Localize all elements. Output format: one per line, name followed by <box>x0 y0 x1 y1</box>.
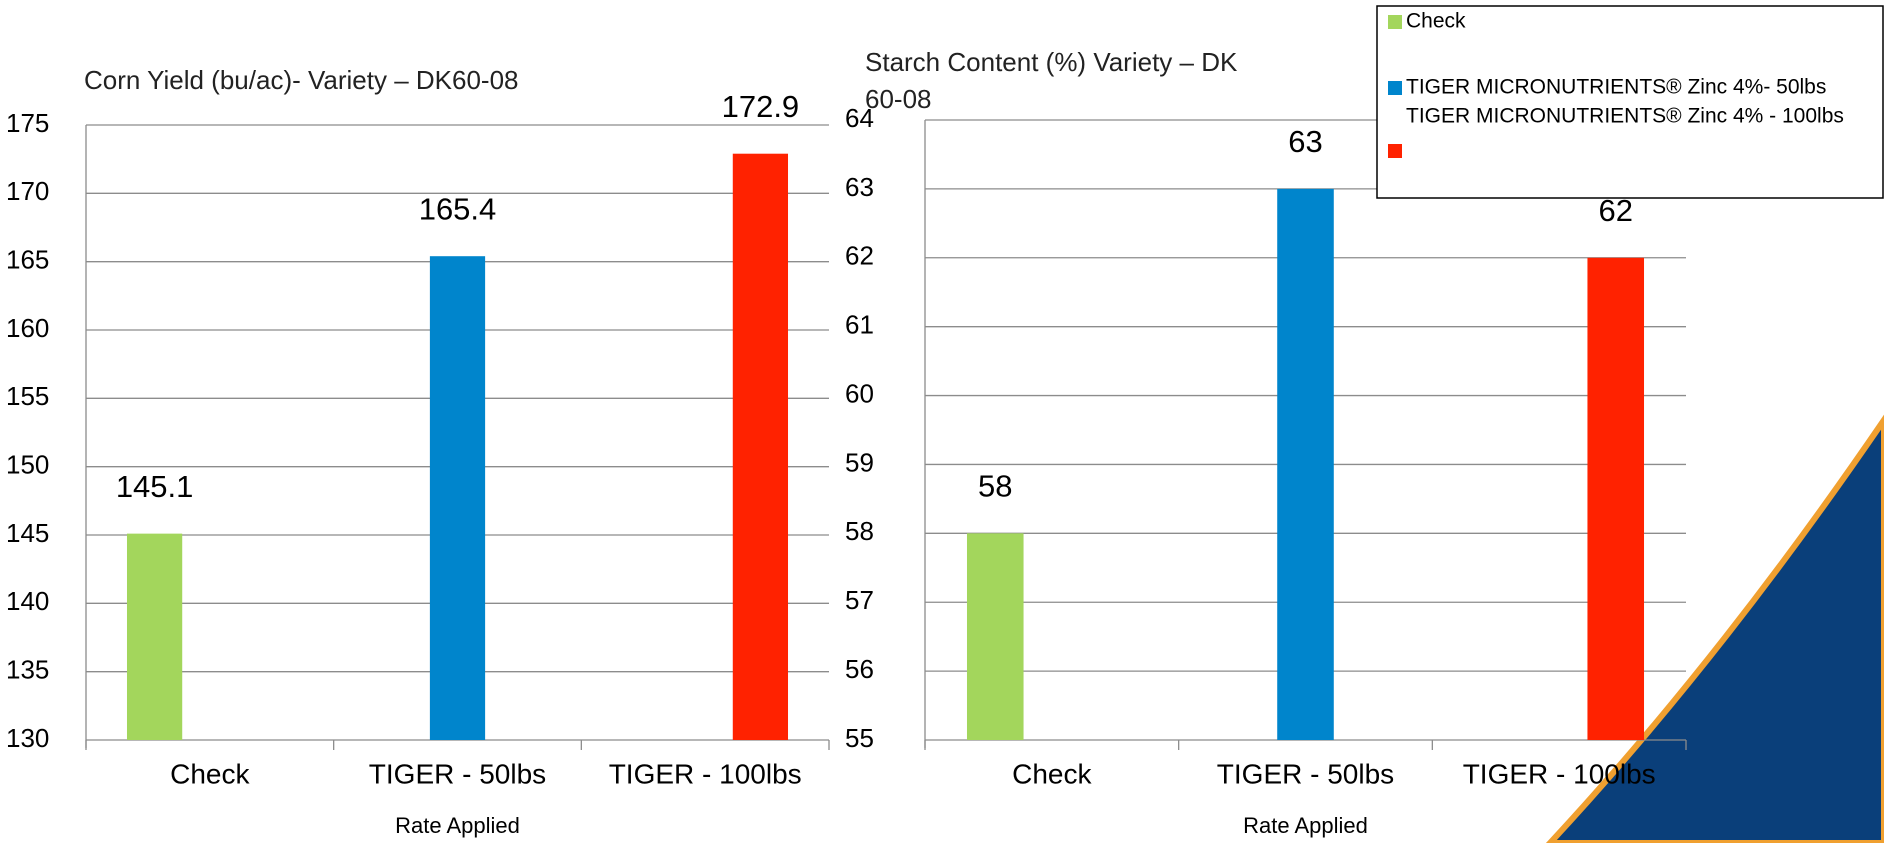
x-axis-title: Rate Applied <box>395 813 520 838</box>
legend-swatch <box>1388 81 1402 95</box>
y-tick-label: 64 <box>845 103 874 133</box>
x-tick-label: TIGER - 100lbs <box>609 758 802 789</box>
legend-label: TIGER MICRONUTRIENTS® Zinc 4% - 100lbs <box>1406 105 1844 128</box>
y-tick-label: 175 <box>6 108 49 138</box>
value-label: 63 <box>1288 124 1322 159</box>
value-label: 172.9 <box>722 89 800 124</box>
y-tick-label: 130 <box>6 723 49 753</box>
bar <box>1277 188 1334 740</box>
y-tick-label: 57 <box>845 585 874 615</box>
y-tick-label: 150 <box>6 450 49 480</box>
legend-box <box>1376 5 1884 199</box>
x-tick-label: TIGER - 100lbs <box>1463 758 1656 789</box>
value-label: 145.1 <box>116 469 194 504</box>
y-tick-label: 170 <box>6 176 49 206</box>
bar <box>1587 257 1645 740</box>
decor-swoosh <box>1545 414 1884 843</box>
value-label: 62 <box>1598 193 1632 228</box>
y-tick-label: 165 <box>6 245 49 275</box>
y-tick-label: 140 <box>6 586 49 616</box>
y-tick-label: 160 <box>6 313 49 343</box>
legend-swatch <box>1388 15 1402 29</box>
y-tick-label: 56 <box>845 654 874 684</box>
y-tick-label: 135 <box>6 655 49 685</box>
chart-title: Corn Yield (bu/ac)- Variety – DK60-08 <box>84 65 519 95</box>
bar <box>966 533 1024 740</box>
value-label: 58 <box>978 469 1012 504</box>
x-tick-label: Check <box>170 758 250 789</box>
value-label: 165.4 <box>419 191 497 226</box>
x-tick-label: Check <box>1012 758 1092 789</box>
y-tick-label: 59 <box>845 447 874 477</box>
y-tick-label: 145 <box>6 518 49 548</box>
y-tick-label: 58 <box>845 516 874 546</box>
legend-swatch <box>1388 144 1402 158</box>
x-tick-label: TIGER - 50lbs <box>1217 758 1394 789</box>
y-tick-label: 155 <box>6 381 49 411</box>
bar <box>126 533 183 740</box>
x-axis-title: Rate Applied <box>1243 813 1368 838</box>
chart-title: Starch Content (%) Variety – DK60-08 <box>865 47 1238 114</box>
y-tick-label: 60 <box>845 378 874 408</box>
bar <box>732 153 789 740</box>
legend-label: Check <box>1406 10 1466 33</box>
y-tick-label: 63 <box>845 172 874 202</box>
legend-label: TIGER MICRONUTRIENTS® Zinc 4%- 50lbs <box>1406 76 1826 99</box>
y-tick-label: 62 <box>845 241 874 271</box>
x-tick-label: TIGER - 50lbs <box>369 758 546 789</box>
bar <box>429 256 486 740</box>
y-tick-label: 55 <box>845 723 874 753</box>
y-tick-label: 61 <box>845 310 874 340</box>
